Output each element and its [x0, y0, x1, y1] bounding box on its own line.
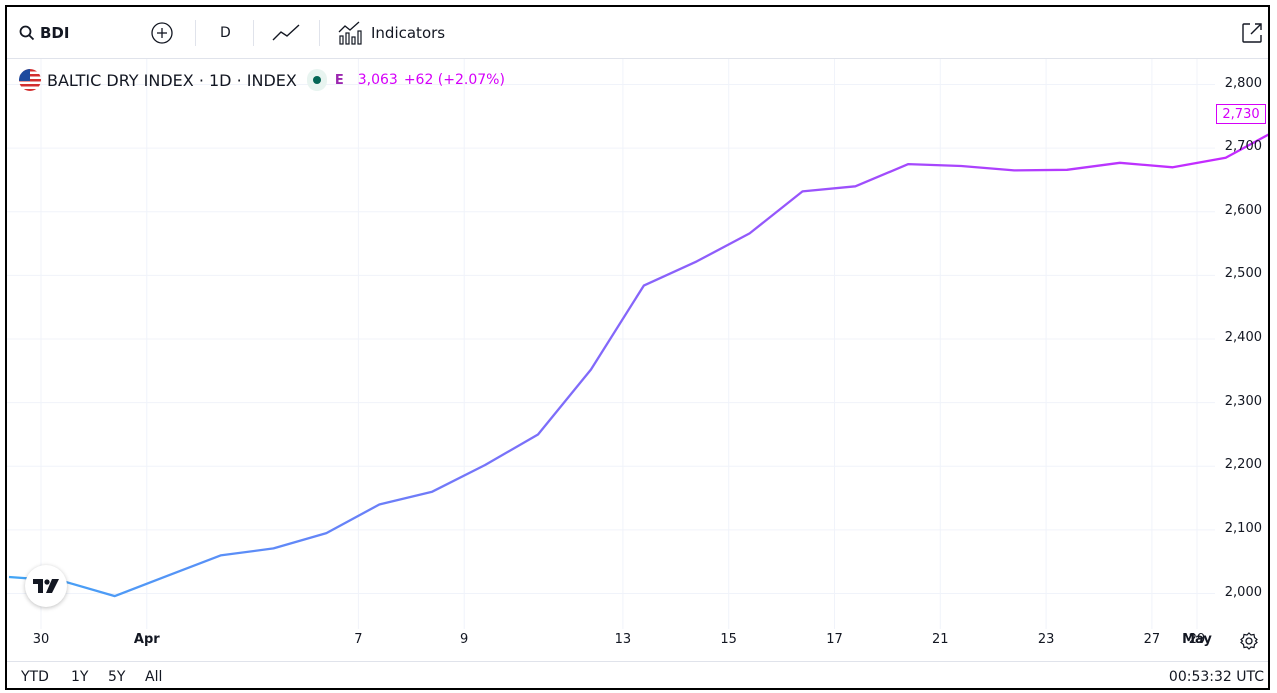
popout-button[interactable]	[1241, 7, 1263, 59]
indicators-button[interactable]: Indicators	[337, 7, 445, 59]
toolbar-divider	[195, 20, 196, 46]
symbol-label: BDI	[40, 24, 70, 42]
grid-lines	[7, 59, 1215, 629]
y-tick-label: 2,000	[1224, 584, 1262, 600]
x-tick-label: May	[1182, 632, 1212, 647]
search-icon	[19, 25, 35, 41]
utc-clock[interactable]: 00:53:32 UTC	[1168, 669, 1264, 685]
y-tick-label: 2,400	[1224, 330, 1262, 346]
range-1y[interactable]: 1Y	[71, 669, 89, 685]
y-tick-label: 2,800	[1224, 75, 1262, 91]
y-tick-label: 2,200	[1224, 457, 1262, 473]
gear-icon	[1239, 631, 1259, 651]
toolbar-divider	[253, 20, 254, 46]
x-tick-label: 13	[614, 632, 632, 647]
compare-button[interactable]	[150, 7, 174, 59]
market-status-dot[interactable]	[306, 69, 327, 91]
us-flag-icon	[19, 69, 41, 91]
symbol-search[interactable]: BDI	[19, 7, 69, 59]
chart-widget: BDI D Indicators	[5, 5, 1270, 690]
range-ytd[interactable]: YTD	[21, 669, 49, 685]
tradingview-logo[interactable]	[25, 565, 67, 607]
x-tick-label: 29	[1188, 632, 1206, 647]
range-5y[interactable]: 5Y	[108, 669, 126, 685]
y-tick-label: 2,100	[1224, 520, 1262, 536]
indicators-label: Indicators	[371, 24, 446, 42]
popout-icon	[1241, 22, 1263, 44]
series-title: BALTIC DRY INDEX · 1D · INDEX	[47, 70, 297, 90]
y-tick-label: 2,300	[1224, 393, 1262, 409]
toolbar-divider	[319, 20, 320, 46]
y-tick-label: 2,700	[1224, 139, 1262, 155]
legend-price: 3,063	[357, 72, 398, 88]
x-tick-label: 17	[826, 632, 843, 647]
range-all[interactable]: All	[145, 669, 163, 685]
x-tick-label: Apr	[133, 632, 160, 647]
line-chart-icon	[271, 22, 301, 44]
interval-button[interactable]: D	[220, 25, 231, 41]
chart-style-button[interactable]	[271, 7, 301, 59]
chart-canvas[interactable]	[7, 59, 1270, 659]
last-price-tag: 2,730	[1216, 104, 1266, 124]
x-tick-label: 30	[32, 632, 50, 647]
data-points	[9, 113, 1270, 596]
plus-circle-icon	[150, 21, 174, 45]
data-badge[interactable]: E	[334, 72, 344, 88]
legend-change: +62 (+2.07%)	[403, 72, 505, 88]
x-tick-label: 9	[460, 632, 469, 647]
x-tick-label: 27	[1143, 632, 1161, 647]
x-tick-label: 7	[354, 632, 363, 647]
series-legend: BALTIC DRY INDEX · 1D · INDEX E 3,063 +6…	[19, 67, 505, 93]
indicators-icon	[337, 20, 363, 46]
x-tick-label: 23	[1037, 632, 1055, 647]
axis-settings-button[interactable]	[1239, 631, 1259, 651]
y-tick-label: 2,600	[1224, 202, 1262, 218]
top-toolbar: BDI D Indicators	[7, 7, 1268, 59]
y-tick-label: 2,500	[1224, 266, 1262, 282]
x-tick-label: 15	[720, 632, 737, 647]
series-line	[8, 133, 1268, 598]
x-tick-label: 21	[932, 632, 949, 647]
bottom-bar: YTD 1Y 5Y All 00:53:32 UTC	[7, 661, 1268, 688]
